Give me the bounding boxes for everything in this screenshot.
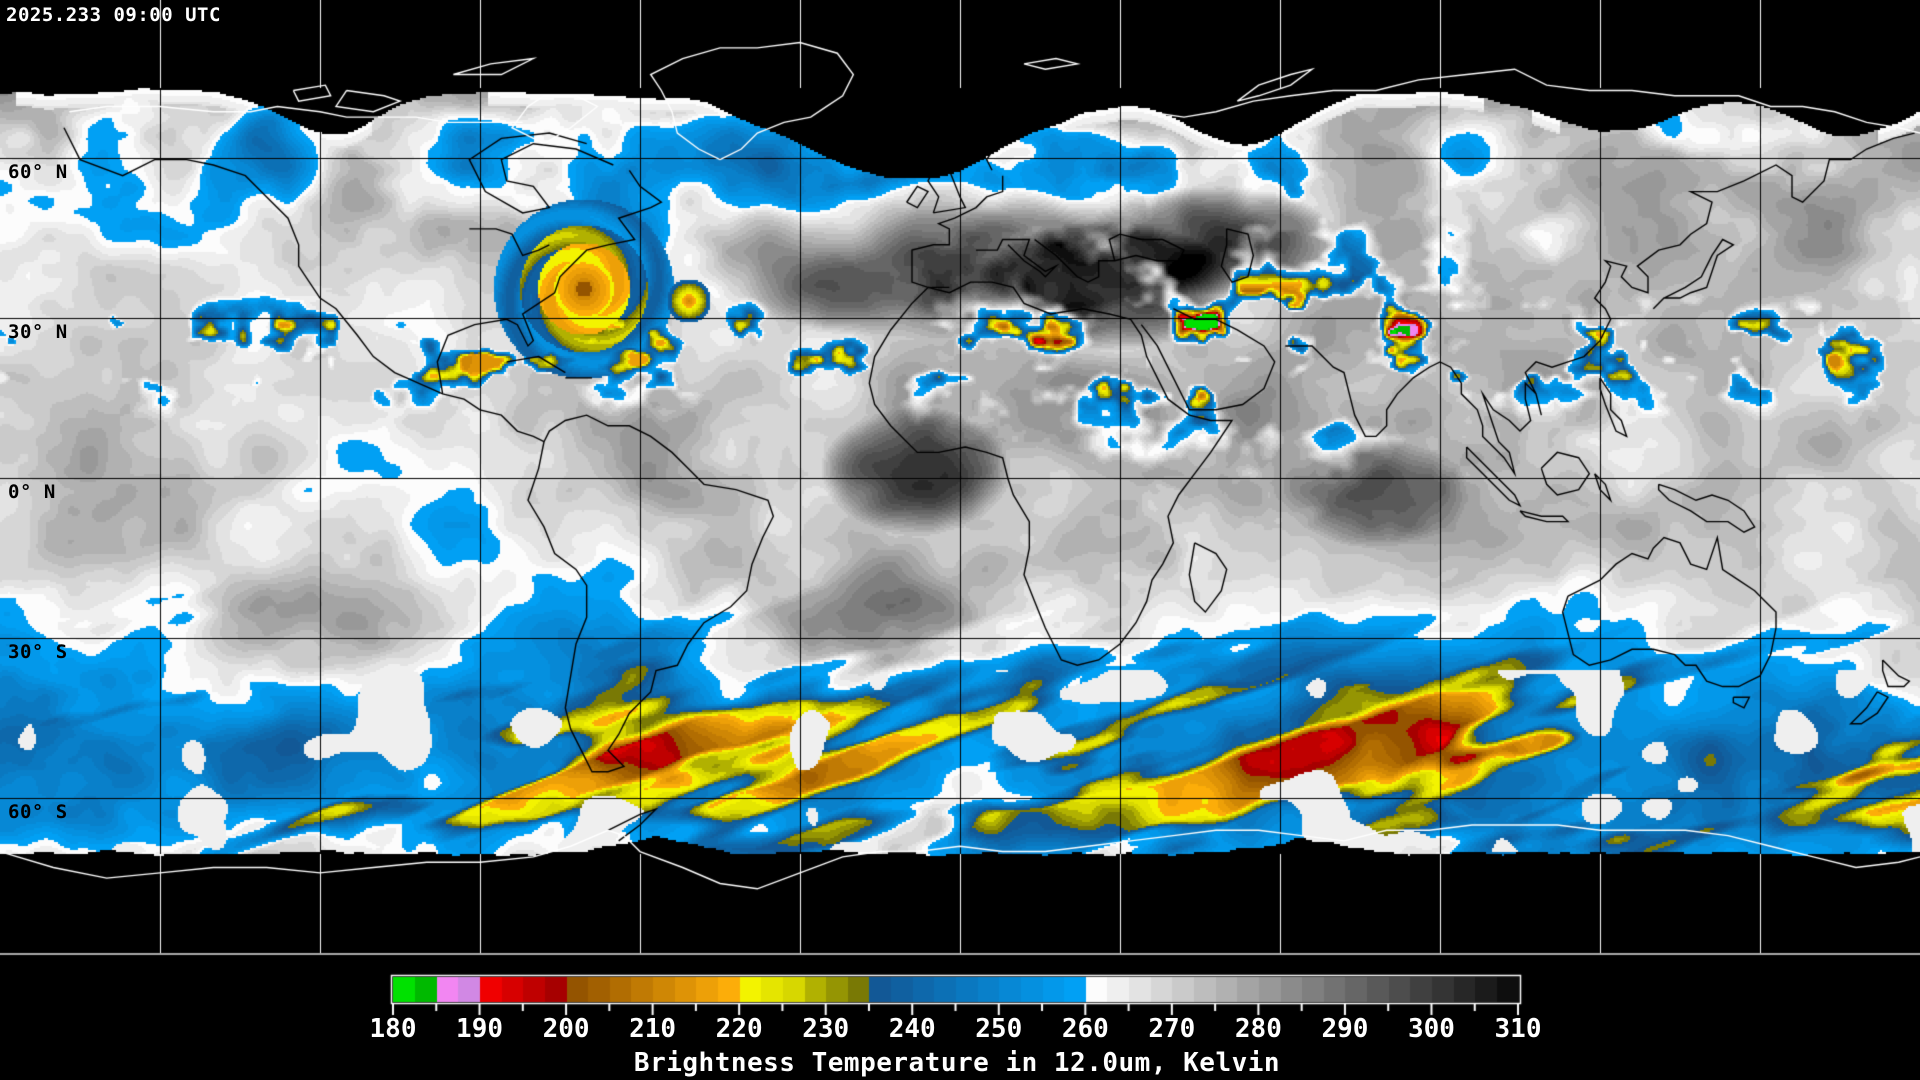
colorbar-tick-label-300: 300 (1407, 1014, 1455, 1044)
colorbar-tick-label-310: 310 (1494, 1014, 1542, 1044)
colorbar-tick-label-230: 230 (802, 1014, 850, 1044)
colorbar-tick-label-280: 280 (1234, 1014, 1282, 1044)
colorbar-tick-label-270: 270 (1148, 1014, 1196, 1044)
colorbar-title: Brightness Temperature in 12.0um, Kelvin (633, 1048, 1281, 1078)
timestamp-label: 2025.233 09:00 UTC (6, 4, 221, 26)
latitude-label-60n: 60° N (8, 161, 68, 183)
colorbar-tick-label-210: 210 (629, 1014, 677, 1044)
colorbar-tick-label-290: 290 (1321, 1014, 1369, 1044)
colorbar-tick-label-240: 240 (888, 1014, 936, 1044)
latitude-label-30n: 30° N (8, 321, 68, 343)
colorbar-tick-label-250: 250 (975, 1014, 1023, 1044)
colorbar-tick-label-180: 180 (369, 1014, 417, 1044)
latitude-label-60s: 60° S (8, 801, 68, 823)
colorbar-tick-label-220: 220 (715, 1014, 763, 1044)
colorbar-tick-label-190: 190 (456, 1014, 504, 1044)
latitude-label-30s: 30° S (8, 641, 68, 663)
latitude-label-0n: 0° N (8, 481, 56, 503)
colorbar-tick-label-260: 260 (1061, 1014, 1109, 1044)
colorbar-tick-label-200: 200 (542, 1014, 590, 1044)
